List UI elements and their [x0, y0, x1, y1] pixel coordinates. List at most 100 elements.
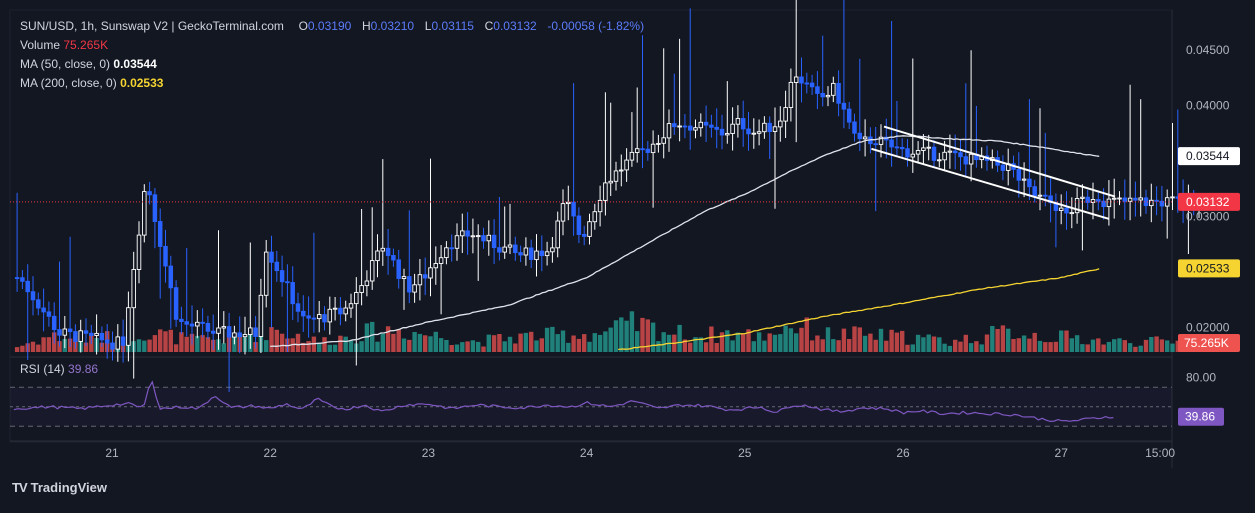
volume-bar: [142, 340, 147, 352]
candle-body: [1111, 197, 1117, 200]
volume-bar: [476, 341, 481, 352]
candle-body: [30, 291, 36, 301]
candle-body: [354, 292, 359, 305]
candle-body: [1117, 197, 1122, 200]
candle-body: [852, 121, 857, 134]
volume-bar: [730, 340, 735, 352]
volume-bar: [1080, 344, 1085, 352]
candle-body: [36, 299, 41, 309]
ma200-line: [618, 268, 1100, 351]
candle-body: [131, 269, 136, 309]
volume-bar: [486, 334, 491, 352]
candle-body: [110, 342, 115, 350]
candle-body: [756, 131, 762, 134]
volume-bar: [815, 335, 820, 352]
volume-bar: [1127, 343, 1133, 352]
tradingview-brand[interactable]: TV TradingView: [12, 480, 107, 495]
volume-bar: [20, 345, 25, 352]
candle-body: [1027, 178, 1032, 188]
volume-bar: [772, 334, 778, 352]
volume-bar: [539, 338, 544, 352]
volume-bar: [1069, 338, 1074, 352]
volume-bar: [391, 333, 396, 352]
candle-body: [1159, 200, 1165, 207]
volume-bar: [820, 339, 825, 352]
candle-body: [581, 233, 587, 237]
volume-bar: [497, 334, 502, 352]
volume-bar: [401, 338, 407, 352]
volume-bar: [804, 317, 809, 352]
price-axis[interactable]: 0.045000.040000.035000.030000.020000.035…: [1178, 43, 1240, 426]
candle-body: [41, 307, 46, 313]
time-tick-label: 26: [896, 446, 910, 460]
candle-body: [836, 82, 841, 104]
candle-body: [719, 128, 725, 136]
volume-bar: [322, 337, 327, 352]
volume-bar: [317, 342, 322, 352]
candle-body: [258, 294, 264, 337]
volume-bar: [279, 333, 285, 352]
volume-bar: [544, 327, 550, 352]
time-tick-label: 21: [105, 446, 119, 460]
candle-body: [491, 234, 497, 249]
rsi-legend[interactable]: RSI (14) 39.86: [20, 360, 98, 379]
volume-bar: [698, 337, 703, 352]
volume-bar: [423, 335, 428, 352]
candle-body: [778, 120, 783, 128]
volume-bar: [338, 335, 343, 352]
volume-bar: [645, 319, 650, 352]
volume-bar: [555, 334, 560, 352]
volume-bar: [608, 327, 613, 352]
candle-body: [878, 136, 884, 145]
volume-bar: [83, 342, 89, 352]
volume-bar: [884, 340, 889, 352]
volume-bar: [968, 343, 974, 352]
channel-trendline: [871, 147, 1109, 220]
candle-body: [343, 307, 348, 315]
candle-body: [232, 332, 237, 338]
candle-body: [576, 215, 582, 235]
time-axis[interactable]: 21 22 23 24 25 26 27 15:00: [105, 446, 1175, 460]
ma200-legend[interactable]: MA (200, close, 0) 0.02533: [20, 74, 163, 93]
moving-averages: [10, 135, 1172, 351]
volume-bar: [1175, 340, 1180, 352]
volume-bar: [147, 339, 152, 352]
volume-bar: [513, 343, 518, 352]
candle-body: [475, 235, 481, 238]
candle-body: [539, 250, 545, 257]
candle-body: [1074, 198, 1080, 214]
candle-body: [650, 143, 656, 154]
price-tick-label: 0.04500: [1186, 43, 1230, 57]
ohlc-open-label: O: [298, 19, 308, 33]
volume-bar: [799, 327, 804, 352]
ma200-label: MA (200, close, 0): [20, 76, 117, 90]
tradingview-logo-icon: TV: [12, 480, 28, 495]
volume-bar: [396, 329, 401, 352]
symbol-title[interactable]: SUN/USD, 1h, Sunswap V2 | GeckoTerminal.…: [20, 19, 284, 33]
volume-bar: [915, 334, 921, 352]
candle-body: [931, 146, 937, 161]
candle-body: [306, 315, 311, 319]
volume-bar: [460, 342, 465, 352]
candle-body: [14, 277, 20, 280]
candle-body: [1101, 200, 1106, 208]
symbol-legend[interactable]: SUN/USD, 1h, Sunswap V2 | GeckoTerminal.…: [20, 17, 644, 36]
price-label-box: [1178, 192, 1240, 211]
volume-bar: [306, 341, 311, 352]
candle-body: [322, 314, 327, 323]
ma50-legend[interactable]: MA (50, close, 0) 0.03544: [20, 55, 157, 74]
volume-value: 75.265K: [63, 38, 109, 52]
volume-bar: [783, 325, 788, 352]
candle-body: [608, 180, 613, 184]
volume-bar: [1112, 339, 1117, 352]
volume-bar: [380, 333, 385, 352]
rsi-last-value: 39.86: [1185, 410, 1215, 424]
volume-bar: [852, 326, 857, 352]
volume-bar: [327, 344, 332, 352]
volume-bar: [926, 334, 931, 352]
trendlines[interactable]: [871, 125, 1116, 220]
volume-legend[interactable]: Volume 75.265K: [20, 36, 108, 55]
volume-bar: [343, 336, 348, 352]
